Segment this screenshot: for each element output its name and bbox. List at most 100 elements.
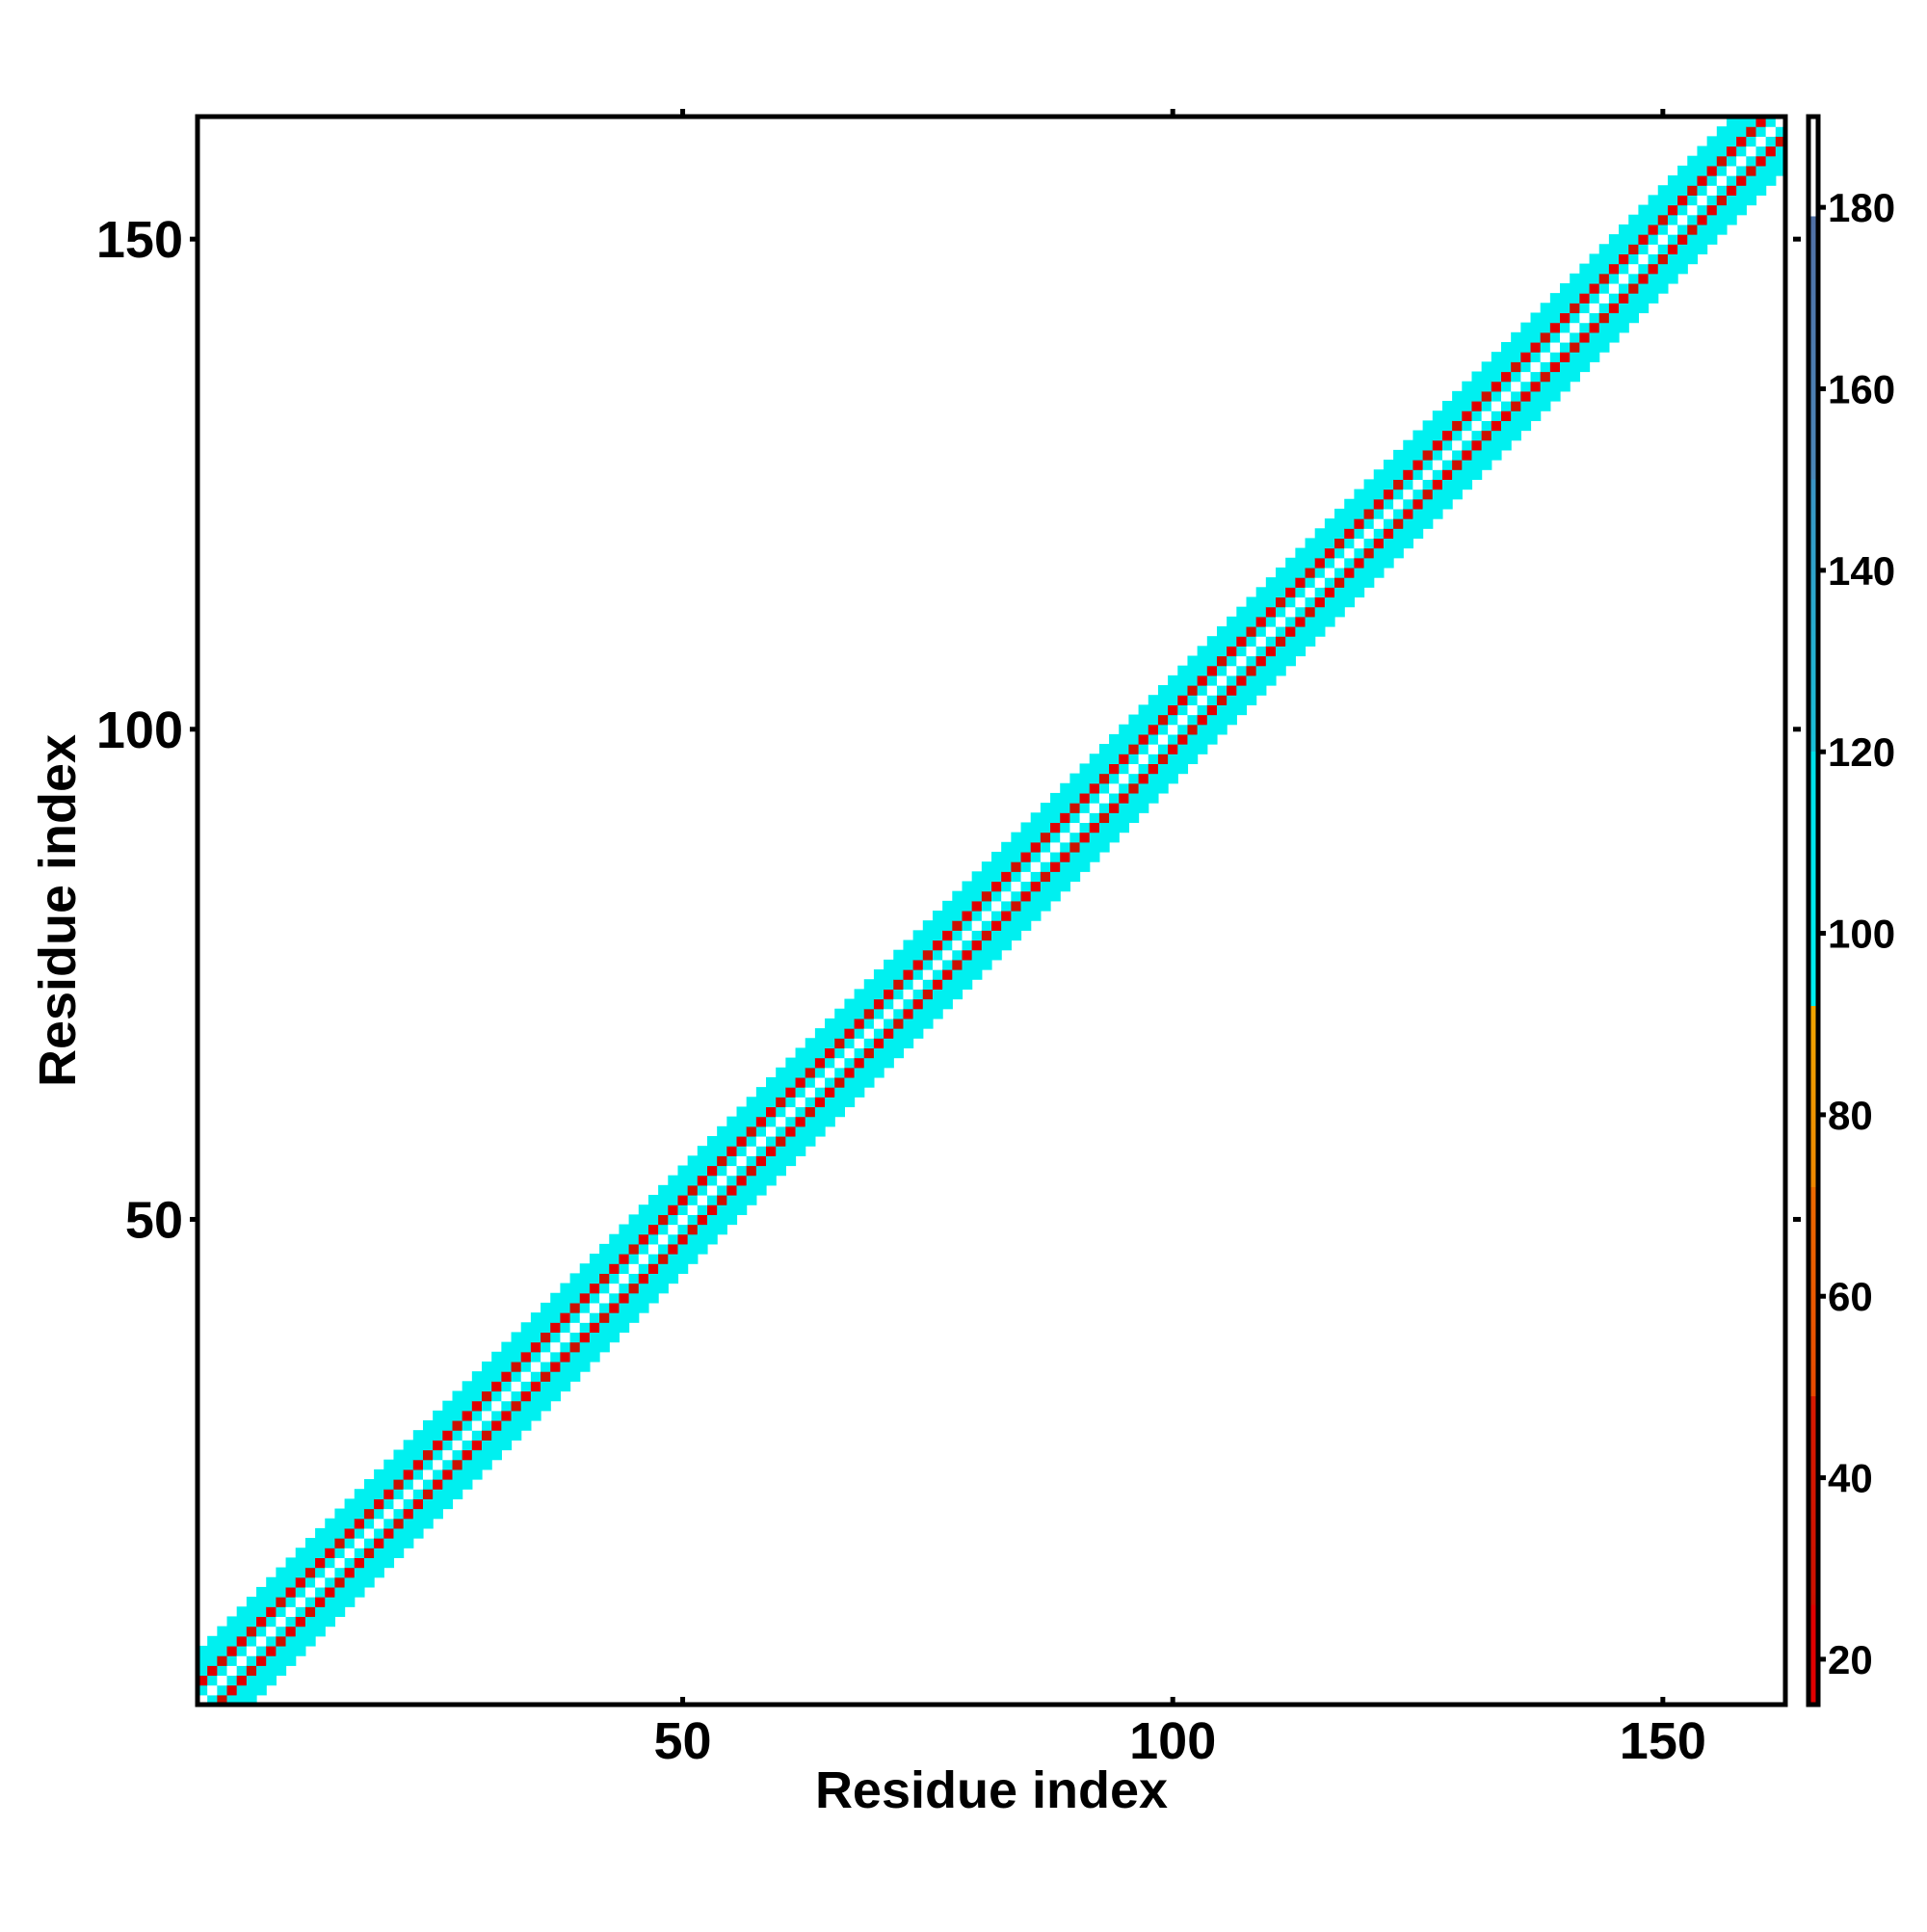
heatmap-cell bbox=[854, 1067, 865, 1078]
heatmap-cell bbox=[884, 1008, 894, 1019]
heatmap-cell bbox=[805, 1067, 816, 1078]
heatmap-cell bbox=[677, 1204, 689, 1215]
heatmap-cell bbox=[1236, 636, 1248, 647]
heatmap-cell bbox=[1726, 126, 1737, 137]
heatmap-cell bbox=[1060, 792, 1070, 804]
heatmap-cell bbox=[403, 1508, 414, 1520]
heatmap-cell bbox=[1324, 538, 1335, 549]
heatmap-cell bbox=[1098, 812, 1110, 824]
heatmap-cell bbox=[697, 1243, 708, 1255]
heatmap-cell bbox=[217, 1645, 228, 1656]
heatmap-cell bbox=[1393, 469, 1404, 480]
heatmap-cell bbox=[1706, 185, 1718, 196]
heatmap-cell bbox=[677, 1195, 689, 1205]
heatmap-cell bbox=[912, 940, 924, 951]
heatmap-cell bbox=[560, 1292, 571, 1304]
heatmap-cell bbox=[520, 1351, 532, 1363]
heatmap-cell bbox=[1030, 900, 1042, 912]
heatmap-cell bbox=[1412, 498, 1424, 510]
heatmap-cell bbox=[589, 1292, 600, 1304]
heatmap-cell bbox=[805, 1116, 816, 1127]
heatmap-cell bbox=[854, 1038, 865, 1049]
heatmap-cell bbox=[697, 1195, 708, 1205]
heatmap-cell bbox=[1500, 401, 1512, 411]
heatmap-cell bbox=[433, 1449, 443, 1461]
heatmap-cell bbox=[1109, 733, 1120, 745]
heatmap-cell bbox=[1157, 744, 1169, 754]
heatmap-cell bbox=[295, 1548, 306, 1558]
heatmap-cell bbox=[863, 1057, 875, 1069]
heatmap-cell bbox=[903, 959, 914, 970]
heatmap-cell bbox=[1157, 763, 1169, 775]
heatmap-cell bbox=[1089, 832, 1100, 843]
heatmap-cell bbox=[1354, 587, 1365, 598]
heatmap-cell bbox=[1305, 636, 1316, 647]
heatmap-cell bbox=[1511, 381, 1521, 392]
heatmap-cell bbox=[942, 911, 953, 921]
heatmap-cell bbox=[1334, 567, 1345, 578]
heatmap-cell bbox=[246, 1606, 257, 1618]
heatmap-cell bbox=[1098, 773, 1110, 784]
heatmap-cell bbox=[755, 1116, 767, 1127]
heatmap-cell bbox=[1383, 469, 1394, 480]
heatmap-cell bbox=[1128, 763, 1140, 775]
heatmap-cell bbox=[383, 1548, 395, 1558]
heatmap-cell bbox=[1265, 655, 1277, 667]
heatmap-cell bbox=[1697, 234, 1708, 245]
heatmap-cell bbox=[785, 1057, 797, 1069]
heatmap-cell bbox=[1030, 911, 1042, 921]
heatmap-cell bbox=[1354, 557, 1365, 569]
heatmap-cell bbox=[1334, 587, 1345, 598]
heatmap-cell bbox=[1422, 449, 1434, 461]
heatmap-cell bbox=[1736, 175, 1747, 186]
heatmap-cell bbox=[1736, 185, 1747, 196]
heatmap-cell bbox=[1206, 714, 1218, 726]
heatmap-cell bbox=[520, 1419, 532, 1431]
heatmap-cell bbox=[1040, 812, 1051, 824]
heatmap-cell bbox=[785, 1087, 797, 1098]
heatmap-cell bbox=[1452, 479, 1463, 490]
heatmap-cell bbox=[1363, 557, 1375, 569]
heatmap-cell bbox=[520, 1361, 532, 1372]
colorbar-tick-label: 80 bbox=[1828, 1093, 1873, 1138]
heatmap-cell bbox=[677, 1175, 689, 1186]
heatmap-cell bbox=[1148, 733, 1159, 745]
heatmap-cell bbox=[717, 1125, 727, 1137]
heatmap-cell bbox=[746, 1184, 757, 1196]
heatmap-cell bbox=[1011, 930, 1022, 941]
heatmap-cell bbox=[1648, 293, 1659, 304]
heatmap-cell bbox=[609, 1302, 620, 1313]
heatmap-cell bbox=[1030, 832, 1042, 843]
heatmap-cell bbox=[482, 1361, 492, 1372]
heatmap-cell bbox=[1305, 625, 1316, 637]
heatmap-cell bbox=[1314, 606, 1326, 618]
heatmap-cell bbox=[491, 1440, 502, 1451]
heatmap-cell bbox=[825, 1038, 835, 1049]
heatmap-cell bbox=[1393, 498, 1404, 510]
heatmap-cell bbox=[903, 949, 914, 961]
heatmap-cell bbox=[1462, 381, 1473, 392]
heatmap-cell bbox=[1570, 293, 1580, 304]
heatmap-cell bbox=[285, 1576, 297, 1588]
heatmap-cell bbox=[1119, 782, 1130, 794]
heatmap-cell bbox=[226, 1626, 238, 1637]
heatmap-cell bbox=[1560, 322, 1571, 333]
heatmap-cell bbox=[482, 1390, 492, 1402]
heatmap-cell bbox=[1540, 331, 1551, 343]
heatmap-cell bbox=[530, 1390, 541, 1402]
heatmap-cell bbox=[1422, 518, 1434, 529]
heatmap-cell bbox=[1060, 851, 1070, 862]
heatmap-cell bbox=[717, 1135, 727, 1147]
heatmap-cell bbox=[1324, 616, 1335, 627]
heatmap-cell bbox=[863, 1038, 875, 1049]
heatmap-cell bbox=[1432, 460, 1443, 470]
heatmap-cell bbox=[1138, 803, 1149, 813]
heatmap-cell bbox=[766, 1146, 777, 1156]
heatmap-cell bbox=[1363, 547, 1375, 559]
heatmap-cell bbox=[1677, 175, 1688, 186]
heatmap-cell bbox=[530, 1351, 541, 1363]
heatmap-cell bbox=[1001, 851, 1012, 862]
heatmap-cell bbox=[1589, 322, 1600, 333]
heatmap-cell bbox=[1030, 841, 1042, 853]
